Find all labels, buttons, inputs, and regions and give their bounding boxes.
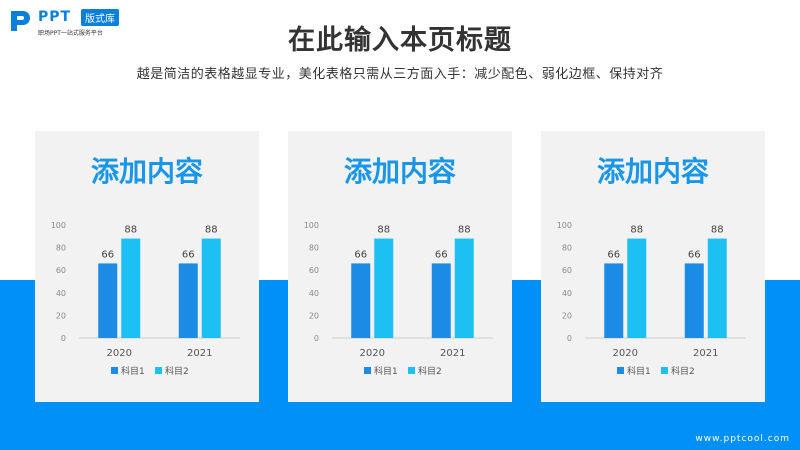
x-tick-label: 2020 bbox=[107, 348, 132, 359]
content-card: 添加内容 0 20 40 60 80 100 66 88 2020 66 88 2021 科目1 科目2 bbox=[541, 131, 765, 402]
data-label: 66 bbox=[607, 249, 620, 260]
legend-label: 科目2 bbox=[165, 365, 189, 377]
bar bbox=[454, 238, 474, 338]
content-card: 添加内容 0 20 40 60 80 100 66 88 2020 66 88 2021 科目1 科目2 bbox=[35, 131, 259, 402]
y-tick-label: 20 bbox=[562, 311, 572, 320]
y-tick-label: 60 bbox=[562, 266, 572, 275]
data-label: 66 bbox=[101, 249, 114, 260]
y-tick-label: 60 bbox=[309, 266, 319, 275]
y-tick-label: 0 bbox=[61, 334, 66, 343]
y-tick-label: 80 bbox=[309, 244, 319, 253]
card-title: 添加内容 bbox=[343, 155, 456, 188]
data-label: 66 bbox=[435, 249, 448, 260]
legend-swatch bbox=[617, 367, 624, 374]
legend-swatch bbox=[111, 367, 118, 374]
bar bbox=[374, 238, 394, 338]
legend-swatch bbox=[364, 367, 371, 374]
x-tick-label: 2021 bbox=[440, 348, 465, 359]
page-title: 在此输入本页标题 bbox=[288, 25, 512, 56]
y-tick-label: 40 bbox=[309, 289, 319, 298]
x-tick-label: 2020 bbox=[360, 348, 385, 359]
y-tick-label: 60 bbox=[56, 266, 66, 275]
bar-chart: 0 20 40 60 80 100 66 88 2020 66 88 2021 科目1 科目2 bbox=[557, 221, 746, 377]
card-title: 添加内容 bbox=[596, 155, 709, 188]
data-label: 88 bbox=[377, 225, 390, 236]
bar bbox=[431, 263, 451, 338]
page-subtitle: 越是简洁的表格越显专业，美化表格只需从三方面入手：减少配色、弱化边框、保持对齐 bbox=[136, 67, 664, 82]
y-tick-label: 80 bbox=[562, 244, 572, 253]
y-tick-label: 100 bbox=[557, 221, 572, 230]
bar bbox=[178, 263, 198, 338]
y-tick-label: 20 bbox=[56, 311, 66, 320]
y-tick-label: 40 bbox=[56, 289, 66, 298]
bar-chart: 0 20 40 60 80 100 66 88 2020 66 88 2021 科目1 科目2 bbox=[304, 221, 493, 377]
x-tick-label: 2021 bbox=[693, 348, 718, 359]
bar bbox=[627, 238, 647, 338]
y-tick-label: 20 bbox=[309, 311, 319, 320]
legend-swatch bbox=[661, 367, 668, 374]
logo-tagline: 职场PPT一站式服务平台 bbox=[38, 30, 103, 37]
legend-swatch bbox=[408, 367, 415, 374]
legend-swatch bbox=[155, 367, 162, 374]
data-label: 66 bbox=[182, 249, 195, 260]
bar bbox=[684, 263, 704, 338]
legend-label: 科目1 bbox=[627, 365, 651, 377]
logo-text: PPT bbox=[38, 9, 72, 25]
bar bbox=[98, 263, 118, 338]
legend-label: 科目2 bbox=[671, 365, 695, 377]
y-tick-label: 0 bbox=[567, 334, 572, 343]
bar bbox=[707, 238, 727, 338]
bar bbox=[121, 238, 141, 338]
data-label: 88 bbox=[124, 225, 137, 236]
data-label: 66 bbox=[354, 249, 367, 260]
x-tick-label: 2021 bbox=[187, 348, 212, 359]
bar bbox=[201, 238, 221, 338]
ppt-logo-icon bbox=[11, 11, 30, 31]
data-label: 88 bbox=[711, 225, 724, 236]
bar bbox=[604, 263, 624, 338]
y-tick-label: 100 bbox=[304, 221, 319, 230]
legend-label: 科目1 bbox=[121, 365, 145, 377]
brand-logo[interactable]: PPT 版式库 职场PPT一站式服务平台 bbox=[8, 6, 168, 40]
bar bbox=[351, 263, 371, 338]
y-tick-label: 100 bbox=[51, 221, 66, 230]
legend-label: 科目1 bbox=[374, 365, 398, 377]
content-card: 添加内容 0 20 40 60 80 100 66 88 2020 66 88 2021 科目1 科目2 bbox=[288, 131, 512, 402]
y-tick-label: 40 bbox=[562, 289, 572, 298]
x-tick-label: 2020 bbox=[613, 348, 638, 359]
footer-url[interactable]: www.pptcool.com bbox=[695, 434, 790, 444]
card-title: 添加内容 bbox=[90, 155, 203, 188]
legend-label: 科目2 bbox=[418, 365, 442, 377]
data-label: 66 bbox=[688, 249, 701, 260]
bar-chart: 0 20 40 60 80 100 66 88 2020 66 88 2021 科目1 科目2 bbox=[51, 221, 240, 377]
y-tick-label: 80 bbox=[56, 244, 66, 253]
data-label: 88 bbox=[458, 225, 471, 236]
data-label: 88 bbox=[205, 225, 218, 236]
y-tick-label: 0 bbox=[314, 334, 319, 343]
logo-badge: 版式库 bbox=[81, 9, 119, 26]
data-label: 88 bbox=[630, 225, 643, 236]
